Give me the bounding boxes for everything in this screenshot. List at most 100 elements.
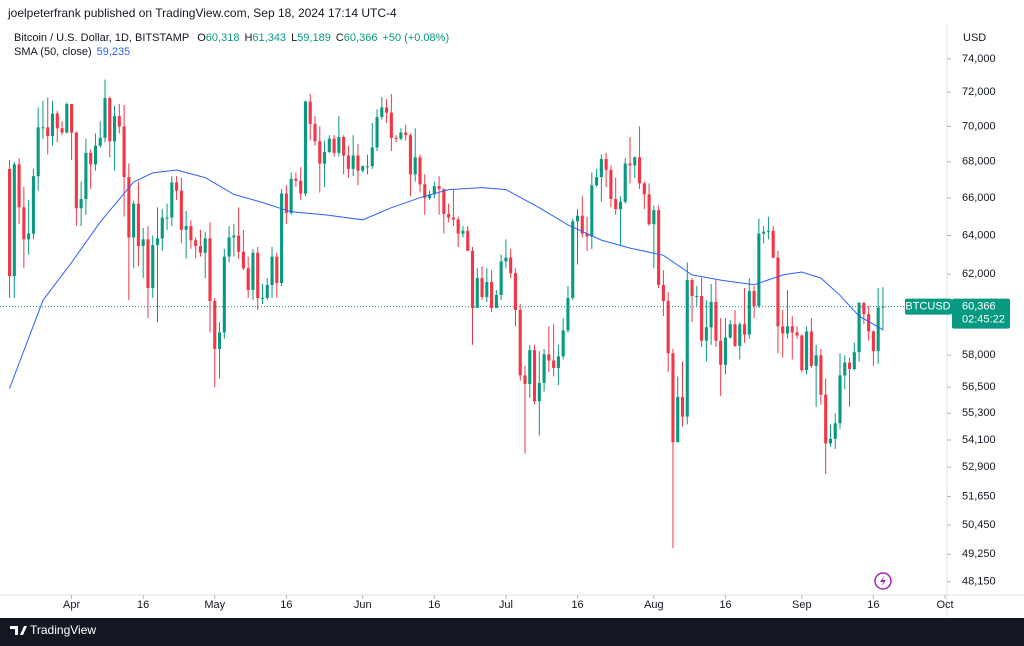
candle-body xyxy=(151,245,155,288)
publisher-line: joelpeterfrank published on TradingView.… xyxy=(7,6,397,20)
y-tick-label: 55,300 xyxy=(962,407,996,419)
candle-body xyxy=(719,340,723,365)
candle-body xyxy=(222,256,226,333)
candle-body xyxy=(332,138,336,153)
ohlc-key: H xyxy=(244,32,252,44)
candle-body xyxy=(256,252,260,298)
candle-body xyxy=(203,238,207,253)
candle-body xyxy=(84,152,88,199)
candle-body xyxy=(79,198,83,209)
y-tick-label: 66,000 xyxy=(962,192,996,204)
candle-body xyxy=(179,190,183,230)
candle-body xyxy=(146,239,150,288)
candle-body xyxy=(466,230,470,251)
candle-body xyxy=(618,201,623,210)
candle-body xyxy=(127,177,131,238)
candle-body xyxy=(757,233,761,306)
plot-area xyxy=(0,79,947,549)
candle-body xyxy=(31,176,35,234)
countdown-text: 02:45:22 xyxy=(962,314,1005,326)
candle-body xyxy=(132,203,136,238)
candle-body xyxy=(485,282,489,297)
candle-body xyxy=(318,141,322,164)
candle-body xyxy=(327,138,331,152)
ohlc-key: L xyxy=(291,32,297,44)
alert-icon[interactable] xyxy=(874,572,892,590)
candle-body xyxy=(742,324,747,335)
x-tick-label: 16 xyxy=(280,599,292,611)
symbol-box xyxy=(905,298,952,315)
candle-body xyxy=(771,230,775,258)
candle-body xyxy=(241,251,245,269)
y-tick-label: 68,000 xyxy=(962,156,996,168)
candle-body xyxy=(709,301,713,328)
x-tick-label: 16 xyxy=(719,599,731,611)
sma-value: 59,235 xyxy=(97,46,131,58)
x-tick-label: 16 xyxy=(428,599,440,611)
candle-body xyxy=(361,166,365,171)
candle-body xyxy=(389,112,393,138)
candle-body xyxy=(809,331,813,366)
candle-body xyxy=(532,350,537,402)
candle-body xyxy=(785,326,790,334)
candle-body xyxy=(647,194,651,225)
candle-body xyxy=(7,168,12,277)
candle-body xyxy=(852,352,856,370)
candle-body xyxy=(346,155,350,169)
candle-body xyxy=(198,246,203,253)
candle-body xyxy=(523,375,527,384)
candle-body xyxy=(695,295,699,297)
y-tick-label: 58,000 xyxy=(962,349,996,361)
y-tick-label: 48,150 xyxy=(962,576,996,588)
candle-body xyxy=(580,215,584,234)
ohlc-value: 59,189 xyxy=(297,32,331,44)
candle-body xyxy=(490,282,494,308)
candle-body xyxy=(537,382,541,402)
candle-body xyxy=(289,178,293,213)
candle-body xyxy=(680,396,685,417)
candle-body xyxy=(504,257,508,262)
price-text: 60,366 xyxy=(962,301,996,313)
candle-body xyxy=(227,237,231,257)
candle-body xyxy=(604,159,608,170)
candle-body xyxy=(790,326,794,333)
candle-body xyxy=(614,198,618,210)
candle-body xyxy=(284,193,288,213)
candle-body xyxy=(108,98,112,142)
candle-body xyxy=(55,113,59,129)
candle-body xyxy=(871,331,875,352)
x-tick-label: Oct xyxy=(936,599,953,611)
candle-body xyxy=(117,116,121,127)
candle-body xyxy=(733,324,737,346)
candle-body xyxy=(170,182,174,218)
y-tick-label: 54,100 xyxy=(962,434,996,446)
candle-body xyxy=(456,219,460,234)
candle-body xyxy=(738,324,742,346)
candle-body xyxy=(385,107,389,113)
candle-body xyxy=(752,290,756,306)
candle-body xyxy=(351,155,355,169)
candle-body xyxy=(423,184,427,199)
candle-body xyxy=(499,261,503,295)
change-value: +50 (+0.08%) xyxy=(382,32,449,44)
candle-body xyxy=(762,231,766,234)
candle-body xyxy=(404,132,408,136)
candle-body xyxy=(518,310,522,376)
candle-body xyxy=(633,157,637,166)
candle-body xyxy=(189,226,193,241)
candle-body xyxy=(690,280,694,296)
candle-body xyxy=(93,145,98,165)
candle-body xyxy=(838,375,842,424)
candle-body xyxy=(843,362,847,376)
symbol-text: BTCUSD xyxy=(905,301,950,313)
candle-body xyxy=(60,128,64,133)
candle-body xyxy=(89,152,93,165)
candle-body xyxy=(408,135,413,175)
candle-body xyxy=(208,238,212,301)
candle-body xyxy=(380,107,384,117)
candle-body xyxy=(671,353,675,443)
candle-body xyxy=(275,256,279,284)
candle-body xyxy=(160,217,164,239)
